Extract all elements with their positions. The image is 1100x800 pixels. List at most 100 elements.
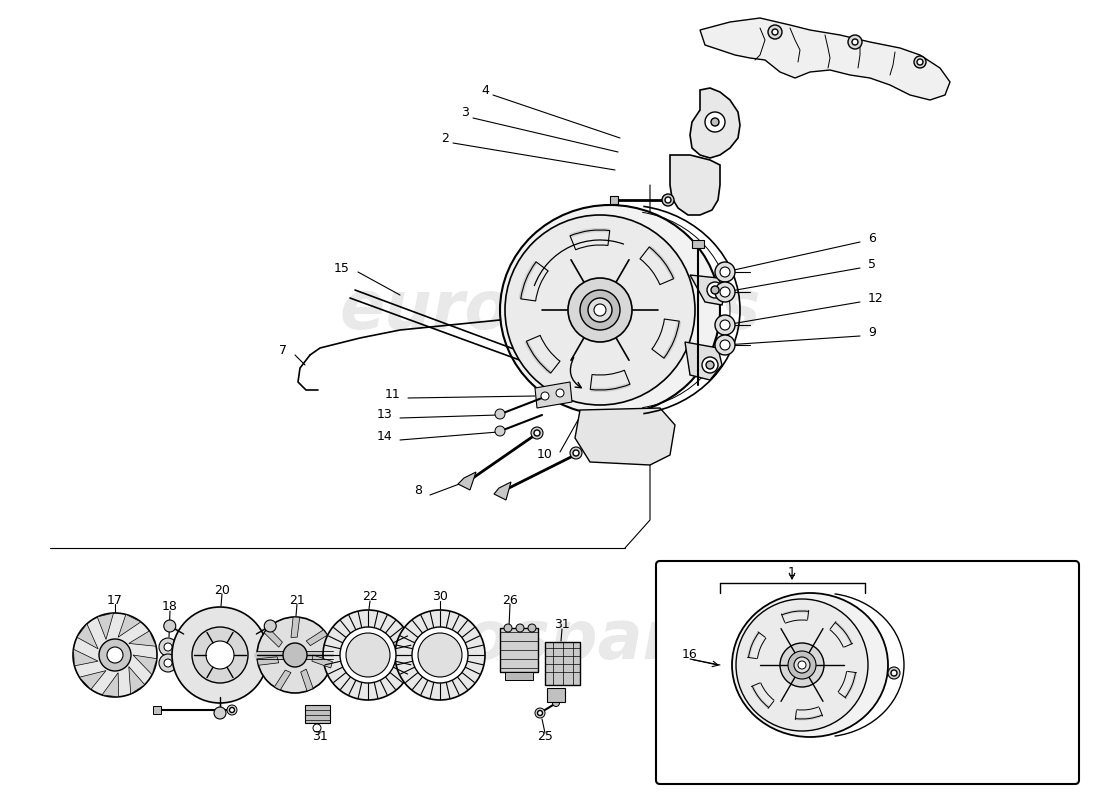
Polygon shape <box>312 655 332 668</box>
Circle shape <box>107 647 123 663</box>
Text: 18: 18 <box>162 601 178 614</box>
Circle shape <box>715 282 735 302</box>
Polygon shape <box>305 705 330 723</box>
Polygon shape <box>292 617 299 638</box>
Circle shape <box>720 320 730 330</box>
Text: 3: 3 <box>461 106 469 119</box>
Polygon shape <box>133 655 157 674</box>
Ellipse shape <box>732 593 888 737</box>
Text: 16: 16 <box>682 649 697 662</box>
Circle shape <box>594 304 606 316</box>
Text: 6: 6 <box>868 231 876 245</box>
Text: 9: 9 <box>868 326 876 338</box>
Circle shape <box>662 194 674 206</box>
Circle shape <box>556 389 564 397</box>
Text: 7: 7 <box>279 343 287 357</box>
Circle shape <box>227 705 236 715</box>
Polygon shape <box>129 631 156 646</box>
Circle shape <box>705 112 725 132</box>
Circle shape <box>531 427 543 439</box>
Circle shape <box>283 643 307 667</box>
Circle shape <box>736 599 868 731</box>
Polygon shape <box>458 472 476 490</box>
Circle shape <box>214 707 225 719</box>
Circle shape <box>891 670 896 676</box>
Text: 4: 4 <box>481 83 488 97</box>
Text: 10: 10 <box>537 449 553 462</box>
Circle shape <box>798 661 806 669</box>
Polygon shape <box>690 275 725 305</box>
Text: 22: 22 <box>362 590 378 603</box>
Circle shape <box>794 657 810 673</box>
Text: 25: 25 <box>537 730 553 743</box>
Circle shape <box>534 430 540 436</box>
Polygon shape <box>544 642 580 685</box>
Circle shape <box>888 667 900 679</box>
Circle shape <box>99 639 131 671</box>
Circle shape <box>541 392 549 400</box>
Circle shape <box>588 298 612 322</box>
Circle shape <box>323 610 412 700</box>
Polygon shape <box>535 382 572 408</box>
Polygon shape <box>692 240 704 248</box>
Circle shape <box>264 620 276 632</box>
Circle shape <box>552 699 560 706</box>
Text: 5: 5 <box>868 258 876 270</box>
Circle shape <box>505 215 695 405</box>
Polygon shape <box>500 628 538 672</box>
Circle shape <box>73 613 157 697</box>
Circle shape <box>172 607 268 703</box>
Circle shape <box>164 643 172 651</box>
Text: 26: 26 <box>502 594 518 606</box>
Polygon shape <box>257 657 278 666</box>
Circle shape <box>720 340 730 350</box>
Circle shape <box>160 638 177 656</box>
Text: 31: 31 <box>312 730 328 743</box>
Circle shape <box>257 617 333 693</box>
Text: 1: 1 <box>788 566 796 579</box>
Circle shape <box>788 651 816 679</box>
Circle shape <box>914 56 926 68</box>
Text: 8: 8 <box>414 485 422 498</box>
Circle shape <box>780 643 824 687</box>
Text: eurospares: eurospares <box>339 277 761 343</box>
Polygon shape <box>129 666 145 694</box>
Circle shape <box>395 610 485 700</box>
Text: 2: 2 <box>441 131 449 145</box>
Polygon shape <box>690 88 740 158</box>
Circle shape <box>568 278 632 342</box>
Circle shape <box>715 315 735 335</box>
Polygon shape <box>79 670 106 690</box>
Circle shape <box>495 426 505 436</box>
Circle shape <box>570 447 582 459</box>
Polygon shape <box>610 196 618 204</box>
Ellipse shape <box>500 205 720 415</box>
Circle shape <box>538 710 542 715</box>
Polygon shape <box>153 706 161 714</box>
Circle shape <box>346 633 390 677</box>
Text: eurospares: eurospares <box>339 607 761 673</box>
Polygon shape <box>306 630 328 646</box>
Polygon shape <box>700 18 950 100</box>
Text: 11: 11 <box>384 387 400 401</box>
Circle shape <box>495 409 505 419</box>
Circle shape <box>711 118 719 126</box>
Polygon shape <box>264 628 283 647</box>
Circle shape <box>852 39 858 45</box>
Text: 21: 21 <box>289 594 305 606</box>
Polygon shape <box>102 673 119 697</box>
Polygon shape <box>575 408 675 465</box>
Circle shape <box>720 267 730 277</box>
Circle shape <box>230 707 234 713</box>
Text: 14: 14 <box>376 430 392 442</box>
Circle shape <box>160 654 177 672</box>
Text: 30: 30 <box>432 590 448 603</box>
Polygon shape <box>97 613 113 639</box>
Polygon shape <box>670 155 720 215</box>
Text: 13: 13 <box>376 407 392 421</box>
Polygon shape <box>74 649 98 666</box>
Text: 17: 17 <box>107 594 123 606</box>
Circle shape <box>580 290 620 330</box>
Circle shape <box>711 286 719 294</box>
Circle shape <box>340 627 396 683</box>
